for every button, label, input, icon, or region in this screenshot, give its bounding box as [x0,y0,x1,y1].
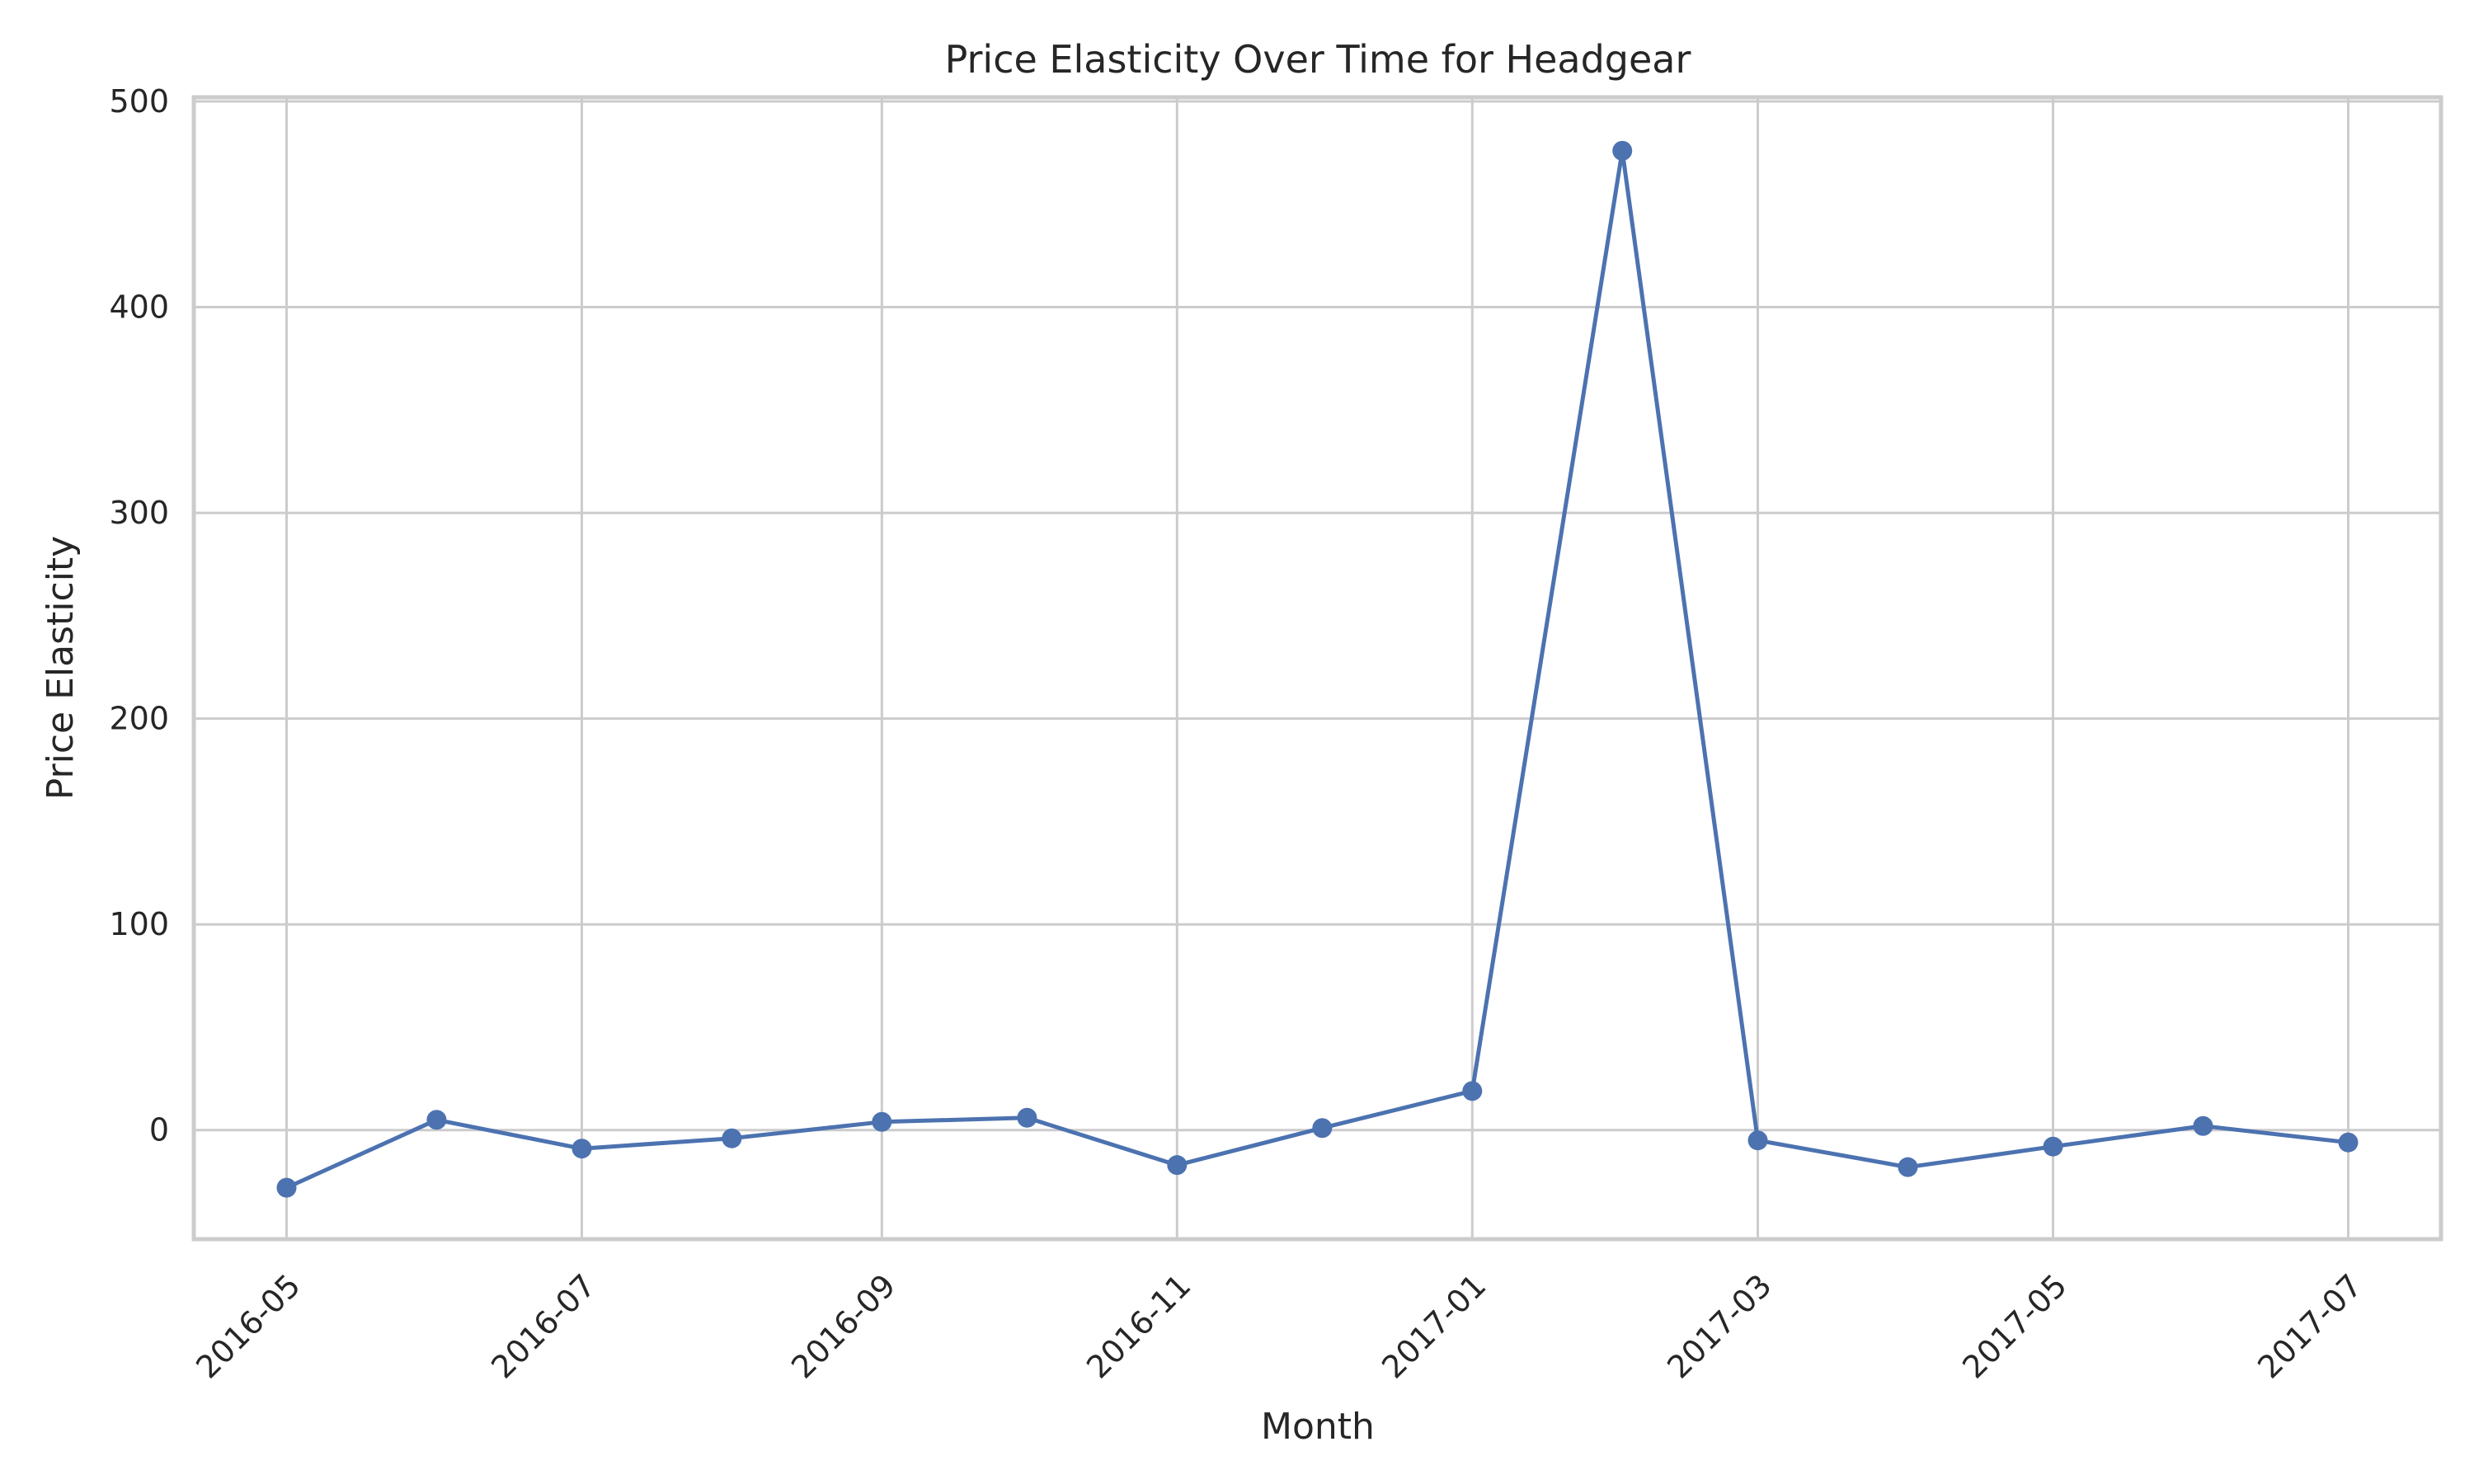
data-point [1017,1107,1037,1128]
data-point [1167,1155,1188,1176]
data-point [1747,1130,1768,1151]
data-point [276,1177,297,1198]
x-tick-label: 2016-07 [484,1267,602,1385]
data-point [2043,1136,2063,1157]
data-point [722,1128,742,1148]
data-point [1312,1118,1333,1139]
x-tick-label: 2017-01 [1375,1267,1493,1385]
y-tick-label: 300 [109,495,169,531]
y-tick-label: 0 [149,1112,169,1148]
x-tick-label: 2017-03 [1660,1267,1778,1385]
x-axis-ticks: 2016-05 2016-07 2016-09 2016-11 2017-01 2017-… [189,1267,2368,1385]
chart-title: Price Elasticity Over Time for Headgear [945,37,1691,82]
y-axis-title: Price Elasticity [40,536,82,800]
y-tick-label: 200 [109,701,169,737]
data-point [2193,1115,2213,1136]
x-tick-label: 2016-11 [1079,1267,1197,1385]
x-tick-label: 2017-07 [2251,1267,2368,1385]
x-tick-label: 2017-05 [1955,1267,2073,1385]
y-tick-label: 100 [109,906,169,942]
x-tick-label: 2016-09 [784,1267,902,1385]
data-point [426,1110,447,1130]
grid-lines [194,97,2441,1239]
data-point [1898,1157,1918,1177]
data-point [2338,1132,2359,1153]
data-point [571,1139,592,1159]
y-axis-ticks: 0 100 200 300 400 500 [109,83,169,1148]
y-tick-label: 500 [109,83,169,120]
series-layer [276,140,2359,1198]
y-tick-label: 400 [109,289,169,326]
data-point [1462,1081,1483,1101]
plot-frame [191,95,2443,1242]
x-tick-label: 2016-05 [189,1267,307,1385]
data-point [1612,140,1633,161]
data-point [872,1111,892,1132]
x-axis-title: Month [1261,1406,1375,1448]
